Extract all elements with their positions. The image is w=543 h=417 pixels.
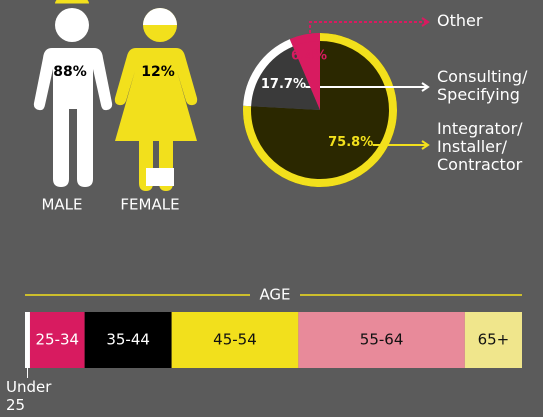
category-label: FEMALE	[120, 196, 179, 214]
value-label: 6.4%	[291, 49, 327, 64]
body	[33, 48, 113, 187]
bar-segment	[298, 312, 465, 368]
pie-ring	[243, 39, 294, 107]
chart-title: AGE	[259, 286, 290, 304]
legend-label: Integrator/ Installer/ Contractor	[437, 119, 523, 174]
bar-segment	[171, 312, 299, 368]
pie-slice	[289, 33, 320, 110]
category-label: MALE	[41, 196, 82, 214]
arrow-head	[421, 140, 430, 150]
value-label: 75.8%	[328, 135, 373, 150]
pie-ring	[243, 33, 397, 187]
bar-segment	[84, 312, 172, 368]
arrow-line	[309, 21, 427, 38]
bar-segment	[464, 312, 522, 368]
pie-slice	[243, 39, 320, 111]
person-icon	[33, 0, 113, 187]
arrow-head	[421, 17, 430, 27]
arrow-head	[421, 82, 430, 92]
person-icon	[114, 8, 198, 191]
value-label: 17.7%	[261, 77, 306, 92]
body	[114, 48, 198, 191]
segment-label: 25-34	[36, 331, 80, 349]
pie-ring	[289, 33, 321, 47]
bar-segment	[25, 312, 30, 368]
segment-label: 45-54	[213, 331, 257, 349]
segment-label: 65+	[478, 331, 510, 349]
segment-label: Under 25	[6, 378, 52, 414]
value-label: 88%	[53, 64, 87, 80]
feet	[146, 168, 174, 186]
head-cap	[55, 0, 89, 4]
legend-label: Other	[437, 11, 483, 30]
bar-segment	[29, 312, 85, 368]
segment-label: 35-44	[106, 331, 150, 349]
head	[55, 8, 89, 42]
value-label: 12%	[141, 64, 175, 80]
head-cap	[143, 8, 177, 25]
segment-label: 55-64	[360, 331, 404, 349]
legend-label: Consulting/ Specifying	[437, 67, 528, 104]
